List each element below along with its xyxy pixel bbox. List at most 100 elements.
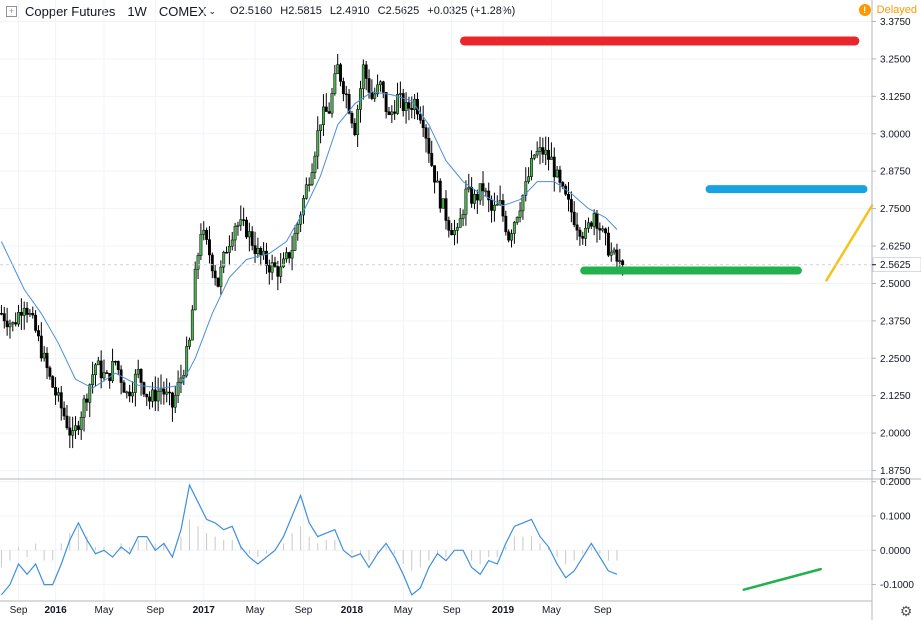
candle-body [467, 186, 471, 190]
candle-body [430, 153, 434, 166]
candle-body [210, 254, 214, 272]
interval-label[interactable]: 1W [127, 3, 147, 19]
price-candles [0, 54, 625, 449]
candle-body [245, 219, 248, 238]
candle-body [76, 425, 80, 430]
candle-body [230, 239, 234, 247]
candle-body [34, 314, 38, 331]
chevron-down-icon[interactable]: ⌄ [208, 5, 217, 16]
price-tick-label: 3.3750 [880, 17, 911, 28]
candle-body [139, 369, 143, 383]
candle-body [242, 219, 246, 221]
candle-body [316, 130, 320, 157]
osc-tick-label: 0.0000 [880, 546, 911, 557]
candle-body [495, 203, 499, 206]
candle-body [85, 398, 89, 403]
candle-body [464, 188, 468, 215]
candle-body [165, 391, 169, 395]
candle-body [225, 252, 228, 254]
candle-body [264, 250, 268, 266]
candle-body [324, 106, 328, 112]
candle-body [353, 122, 357, 135]
candle-body [159, 388, 163, 392]
candle-body [615, 249, 619, 262]
candle-body [501, 200, 505, 217]
price-tick-label: 2.8750 [880, 167, 911, 178]
candle-body [549, 156, 553, 160]
candle-body [535, 150, 539, 156]
candle-body [618, 260, 622, 262]
symbol-title[interactable]: Copper Futures [25, 3, 116, 19]
ohlc-close: C2.5625 [378, 5, 420, 17]
candle-body [199, 234, 203, 256]
candle-body [450, 230, 454, 236]
price-tick-label: 2.6250 [880, 242, 911, 253]
delayed-badge[interactable]: ! Delayed [858, 4, 917, 16]
ohlc-open-key: O [230, 5, 239, 17]
candle-body [293, 233, 297, 251]
candle-body [433, 165, 437, 183]
candle-body [287, 252, 291, 259]
price-tick-label: 2.2500 [880, 354, 911, 365]
candle-body [527, 176, 531, 182]
candle-body [233, 226, 237, 241]
candle-body [14, 322, 18, 325]
chart-header: + Copper Futures 1W COMEX ⌄ O2.5160 H2.5… [0, 0, 872, 22]
candle-body [561, 182, 565, 187]
candle-body [609, 251, 613, 256]
candle-body [179, 377, 183, 383]
candle-body [510, 233, 513, 241]
expand-icon[interactable]: + [6, 5, 17, 17]
candle-body [572, 211, 576, 226]
time-tick-label: 2017 [193, 605, 216, 616]
candle-body [148, 396, 152, 402]
candle-body [74, 425, 77, 431]
candle-body [404, 102, 408, 111]
grid-lines [0, 0, 872, 600]
candle-body [51, 376, 55, 388]
candle-body [601, 228, 605, 231]
oscillator-line [0, 483, 618, 596]
candle-body [284, 252, 288, 260]
candle-body [176, 381, 180, 396]
candle-body [219, 266, 223, 287]
candle-body [418, 113, 422, 121]
candle-body [490, 199, 494, 211]
time-tick-label: Sep [443, 605, 461, 616]
candle-body [424, 127, 428, 139]
candle-body [552, 156, 556, 178]
candle-body [507, 231, 511, 241]
candle-body [145, 393, 149, 398]
time-tick-label: Sep [146, 605, 164, 616]
candle-body [247, 231, 251, 238]
histogram-bars [0, 519, 618, 571]
drawing-annotations [459, 36, 874, 591]
candle-body [473, 194, 476, 204]
candle-body [273, 262, 277, 267]
candle-body [208, 239, 211, 256]
candle-body [28, 313, 32, 315]
exchange-label[interactable]: COMEX [158, 3, 207, 19]
candle-body [142, 382, 146, 395]
moving-average-line [0, 91, 618, 389]
candle-body [492, 204, 496, 211]
candle-body [304, 184, 308, 199]
candle-body [54, 387, 58, 396]
delayed-label: Delayed [876, 4, 917, 16]
ohlc-high-key: H [280, 5, 289, 17]
candle-body [31, 313, 35, 316]
candle-body [56, 392, 60, 396]
candle-body [45, 352, 49, 369]
candle-body [290, 250, 294, 259]
candle-body [79, 417, 83, 430]
candle-body [458, 218, 462, 228]
candle-body [168, 391, 172, 394]
candle-body [151, 389, 154, 402]
gear-icon[interactable]: ⚙ [899, 603, 913, 619]
candle-body [393, 111, 397, 114]
candle-body [267, 265, 271, 273]
candle-body [532, 154, 536, 159]
candle-body [259, 248, 263, 256]
candle-body [584, 228, 588, 239]
